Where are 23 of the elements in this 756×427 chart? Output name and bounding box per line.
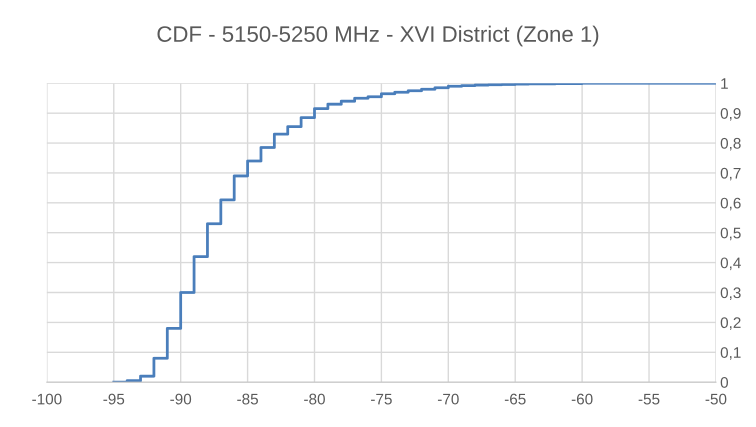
y-tick-label: 0,8: [720, 138, 741, 151]
y-tick-label: 0: [720, 377, 728, 388]
x-tick-label: -85: [237, 394, 258, 404]
y-tick-label: 0,2: [720, 317, 741, 330]
x-tick-label: -90: [170, 394, 192, 404]
y-tick-label: 0,7: [720, 168, 741, 180]
y-tick-label: 1: [721, 78, 728, 89]
y-tick-label: 0,9: [720, 108, 741, 121]
x-tick-label: -100: [32, 394, 62, 404]
x-tick-label: -50: [706, 394, 726, 404]
y-tick-label: 0,1: [720, 347, 741, 360]
x-tick-label: -80: [304, 394, 325, 404]
y-tick-label: 0,5: [720, 228, 741, 240]
chart-title: CDF - 5150-5250 MHz - XVI District (Zone 1): [157, 26, 598, 46]
x-tick-label: -75: [371, 394, 392, 404]
x-tick-label: -70: [438, 394, 459, 404]
x-tick-label: -65: [504, 394, 526, 404]
y-tick-label: 0,6: [720, 198, 741, 210]
y-tick-label: 0,4: [720, 257, 741, 270]
x-tick-label: -95: [103, 394, 124, 404]
x-tick-label: -60: [572, 394, 593, 404]
x-tick-label: -55: [638, 394, 660, 404]
y-tick-label: 0,3: [720, 287, 741, 300]
